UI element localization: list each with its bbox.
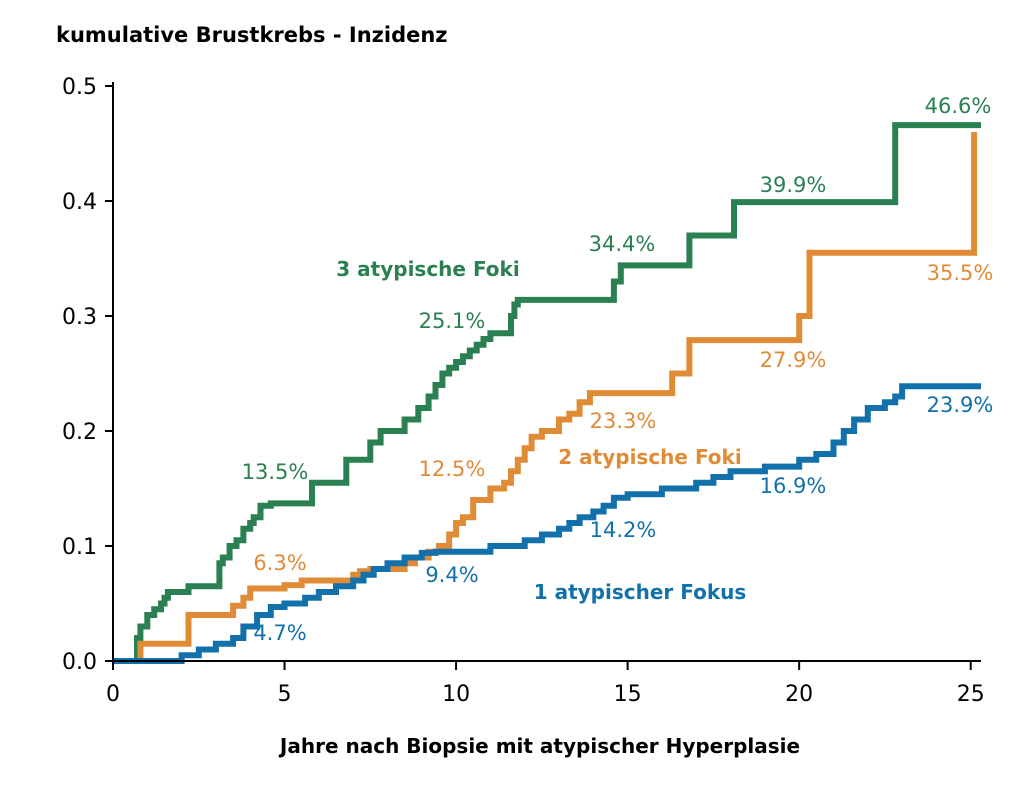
series-name-label: 3 atypische Foki xyxy=(336,257,519,281)
x-axis-label: Jahre nach Biopsie mit atypischer Hyperp… xyxy=(278,734,800,758)
data-label: 27.9% xyxy=(760,348,827,372)
chart-title: kumulative Brustkrebs - Inzidenz xyxy=(56,23,448,47)
series-line xyxy=(113,122,981,664)
data-label: 14.2% xyxy=(590,518,657,542)
y-tick-label: 0.1 xyxy=(62,535,97,560)
data-label: 12.5% xyxy=(419,457,486,481)
data-label: 39.9% xyxy=(760,173,827,197)
annotations: 3 atypische Foki 2 atypische Foki 1 atypis… xyxy=(242,94,994,645)
series-line xyxy=(113,132,978,664)
series-line xyxy=(113,383,981,664)
x-tick-label: 0 xyxy=(106,682,120,707)
x-tick-label: 10 xyxy=(442,682,470,707)
data-label: 25.1% xyxy=(419,309,486,333)
data-label: 23.9% xyxy=(927,393,994,417)
data-label: 46.6% xyxy=(925,94,992,118)
y-tick-label: 0.5 xyxy=(62,75,97,100)
y-tick-label: 0.3 xyxy=(62,305,97,330)
series-name-label: 1 atypischer Fokus xyxy=(534,580,747,604)
x-tick-label: 20 xyxy=(785,682,813,707)
data-label: 13.5% xyxy=(242,460,309,484)
data-label: 23.3% xyxy=(590,409,657,433)
y-tick-label: 0.2 xyxy=(62,420,97,445)
data-label: 35.5% xyxy=(927,261,994,285)
x-tick-label: 25 xyxy=(957,682,985,707)
series-name-label: 2 atypische Foki xyxy=(558,445,741,469)
axes: 0.0 0.1 0.2 0.3 0.4 0.5 0 5 10 15 20 25 xyxy=(62,75,985,707)
data-label: 34.4% xyxy=(589,232,656,256)
x-tick-label: 5 xyxy=(278,682,292,707)
data-label: 6.3% xyxy=(253,551,306,575)
data-label: 9.4% xyxy=(425,563,478,587)
data-label: 16.9% xyxy=(760,474,827,498)
y-tick-label: 0.4 xyxy=(62,190,97,215)
series-layer xyxy=(113,122,981,664)
y-tick-label: 0.0 xyxy=(62,650,97,675)
x-tick-label: 15 xyxy=(614,682,642,707)
data-label: 4.7% xyxy=(253,621,306,645)
